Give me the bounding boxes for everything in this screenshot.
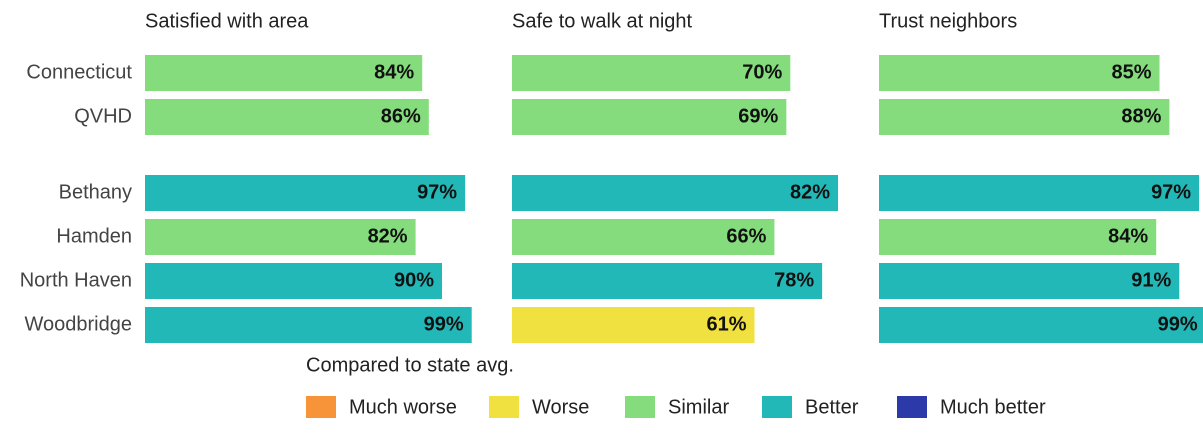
value-label: 97% <box>1151 181 1191 203</box>
value-label: 88% <box>1121 105 1161 127</box>
category-label: Connecticut <box>26 61 132 83</box>
value-label: 82% <box>790 181 830 203</box>
legend-swatch <box>762 396 792 418</box>
bar <box>145 263 442 299</box>
category-label: Hamden <box>56 225 132 247</box>
value-label: 90% <box>394 269 434 291</box>
bar <box>879 263 1180 299</box>
value-label: 84% <box>374 61 414 83</box>
value-label: 99% <box>424 313 464 335</box>
value-label: 82% <box>368 225 408 247</box>
value-label: 70% <box>742 61 782 83</box>
value-label: 78% <box>774 269 814 291</box>
bar <box>879 219 1157 255</box>
bar <box>879 307 1203 343</box>
bar <box>512 55 791 91</box>
panel-title: Trust neighbors <box>879 10 1017 32</box>
legend-swatch <box>489 396 519 418</box>
bar <box>145 219 416 255</box>
legend-label: Better <box>805 396 859 418</box>
value-label: 91% <box>1131 269 1171 291</box>
bar <box>879 175 1200 211</box>
value-label: 97% <box>417 181 457 203</box>
bar <box>512 219 775 255</box>
legend-swatch <box>897 396 927 418</box>
value-label: 69% <box>738 105 778 127</box>
bar <box>879 99 1170 135</box>
bar <box>145 99 429 135</box>
legend-swatch <box>306 396 336 418</box>
category-label: QVHD <box>74 105 132 127</box>
value-label: 86% <box>381 105 421 127</box>
legend-title: Compared to state avg. <box>306 354 514 376</box>
bar <box>145 307 472 343</box>
legend-label: Much better <box>940 396 1046 418</box>
legend-swatch <box>625 396 655 418</box>
bar <box>512 99 787 135</box>
panel-title: Safe to walk at night <box>512 10 693 32</box>
bar <box>879 55 1160 91</box>
category-label: Woodbridge <box>25 313 132 335</box>
category-label: Bethany <box>59 181 132 203</box>
bar <box>512 175 839 211</box>
panel-title: Satisfied with area <box>145 10 309 32</box>
bar <box>145 55 423 91</box>
value-label: 85% <box>1111 61 1151 83</box>
legend-label: Worse <box>532 396 589 418</box>
bar <box>512 307 755 343</box>
legend-label: Similar <box>668 396 729 418</box>
bar <box>512 263 823 299</box>
value-label: 99% <box>1158 313 1198 335</box>
value-label: 61% <box>706 313 746 335</box>
bar <box>145 175 466 211</box>
value-label: 66% <box>726 225 766 247</box>
legend-label: Much worse <box>349 396 457 418</box>
value-label: 84% <box>1108 225 1148 247</box>
category-label: North Haven <box>20 269 132 291</box>
